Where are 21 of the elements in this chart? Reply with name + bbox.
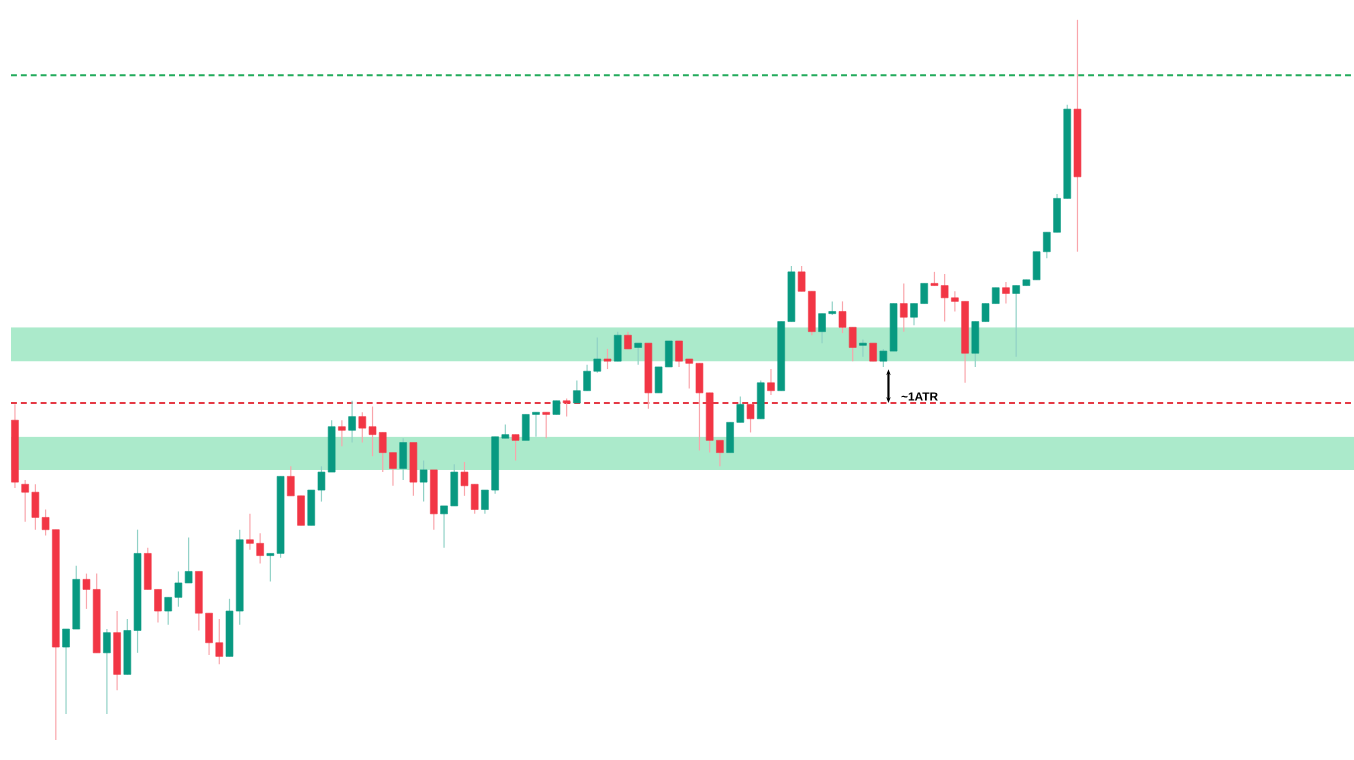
candlestick — [103, 628, 111, 715]
candlestick — [113, 610, 121, 691]
candlestick — [746, 403, 755, 434]
candlestick — [603, 348, 612, 370]
candlestick — [511, 434, 520, 462]
candlestick — [409, 442, 418, 497]
candlestick — [869, 342, 877, 362]
candlestick — [1002, 281, 1010, 305]
candlestick — [338, 419, 346, 447]
candlestick — [348, 400, 356, 444]
candlestick — [767, 368, 775, 396]
candlestick — [562, 398, 571, 418]
candlestick — [430, 469, 438, 531]
candlestick — [542, 411, 550, 439]
candlestick — [756, 380, 765, 420]
candlestick — [900, 282, 908, 333]
candlestick — [634, 342, 642, 366]
candlestick — [859, 339, 867, 358]
candlestick — [613, 331, 622, 362]
candlestick — [399, 437, 407, 481]
candlestick — [419, 460, 428, 503]
